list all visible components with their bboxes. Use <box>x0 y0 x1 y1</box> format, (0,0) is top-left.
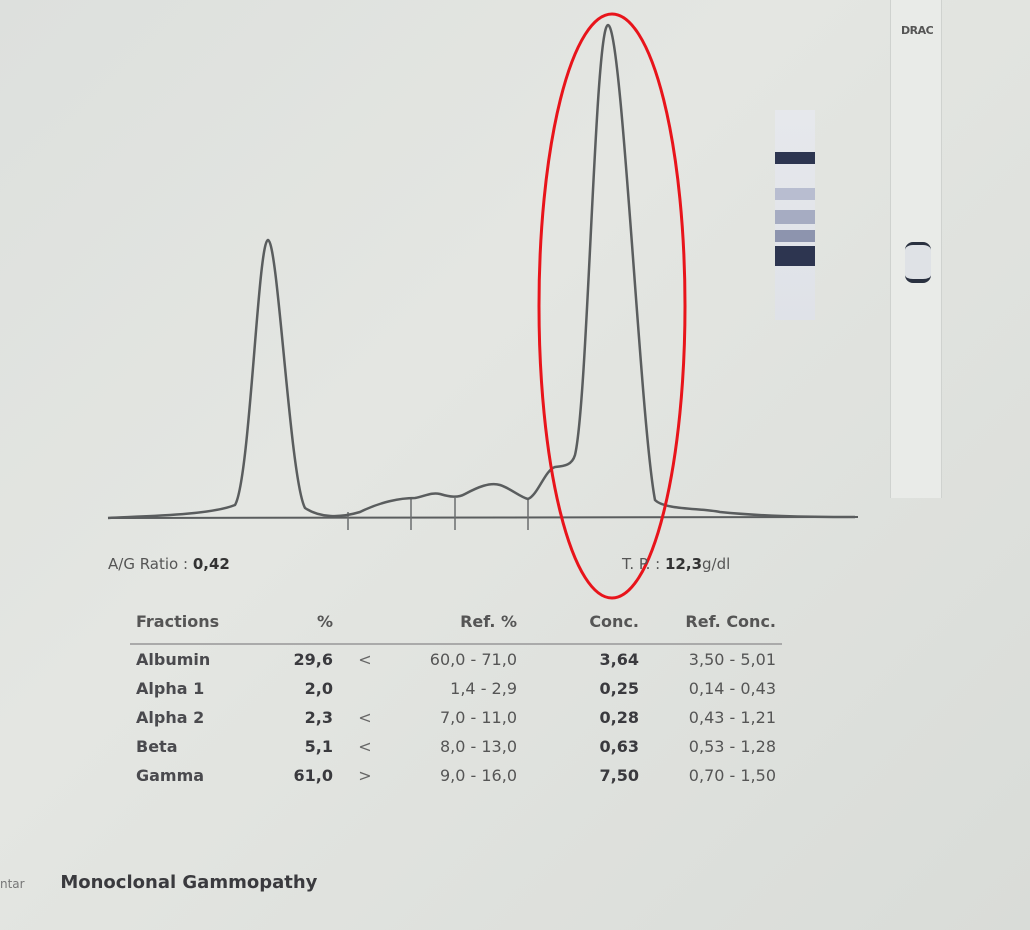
table-row: Beta 5,1 <8,0 - 13,0 0,63 0,53 - 1,28 <box>130 732 782 761</box>
cell-ref: 60,0 - 71,0 <box>429 650 517 669</box>
gel-band-albumin <box>775 152 815 164</box>
cell-refc: 0,14 - 0,43 <box>688 679 776 698</box>
cell-name: Albumin <box>136 650 211 669</box>
comment-label: ntar <box>0 877 25 891</box>
gel-lane <box>775 110 815 320</box>
comment-value: Monoclonal Gammopathy <box>60 872 318 893</box>
column-header: Ref. % <box>391 608 523 645</box>
cell-refc: 3,50 - 5,01 <box>688 650 776 669</box>
cell-conc: 0,28 <box>599 708 639 727</box>
cell-name: Alpha 1 <box>136 679 205 698</box>
cell-refc: 0,53 - 1,28 <box>688 737 776 756</box>
gel-band-alpha2 <box>775 210 815 224</box>
cell-ref: 1,4 - 2,9 <box>450 679 517 698</box>
column-header: % <box>267 608 339 645</box>
gel-band-alpha <box>775 188 815 200</box>
cell-conc: 0,63 <box>599 737 639 756</box>
cell-conc: 0,25 <box>599 679 639 698</box>
cell-name: Gamma <box>136 766 205 785</box>
cell-flag: < <box>358 708 372 727</box>
cell-pct: 61,0 <box>293 766 333 785</box>
tp-unit: g/dl <box>702 555 731 573</box>
cell-pct: 5,1 <box>304 737 333 756</box>
cell-refc: 0,70 - 1,50 <box>688 766 776 785</box>
immunofixation-strip: DRAC <box>890 0 942 498</box>
table-row: Albumin 29,6 <60,0 - 71,0 3,64 3,50 - 5,01 <box>130 644 782 674</box>
cell-pct: 2,3 <box>304 708 333 727</box>
ag-ratio: A/G Ratio : 0,42 <box>108 555 230 573</box>
table-row: Gamma 61,0 >9,0 - 16,0 7,50 0,70 - 1,50 <box>130 761 782 790</box>
gel-band-beta <box>775 230 815 242</box>
cell-ref: 9,0 - 16,0 <box>439 766 517 785</box>
table-row: Alpha 1 2,0 1,4 - 2,9 0,25 0,14 - 0,43 <box>130 674 782 703</box>
densitometry-curve <box>107 23 856 520</box>
column-header: Conc. <box>523 608 645 645</box>
total-protein: T. P. : 12,3g/dl <box>622 555 730 573</box>
column-header: Ref. Conc. <box>645 608 782 645</box>
cell-flag: < <box>358 650 372 669</box>
cell-conc: 7,50 <box>599 766 639 785</box>
cell-conc: 3,64 <box>599 650 639 669</box>
column-header: Fractions <box>130 608 267 645</box>
ag-label: A/G Ratio : <box>108 555 193 573</box>
strip-label: DRAC <box>901 24 934 37</box>
gel-band-gamma <box>775 246 815 266</box>
table-row: Alpha 2 2,3 <7,0 - 11,0 0,28 0,43 - 1,21 <box>130 703 782 732</box>
cell-flag: < <box>358 737 372 756</box>
cell-refc: 0,43 - 1,21 <box>688 708 776 727</box>
ag-value: 0,42 <box>192 555 230 573</box>
cell-name: Alpha 2 <box>136 708 205 727</box>
cell-name: Beta <box>136 737 178 756</box>
fractions-table: Fractions% Ref. % Conc. Ref. Conc. Albumin 2… <box>130 608 782 790</box>
gamma-highlight-ellipse <box>537 12 687 600</box>
column-header <box>339 608 391 645</box>
cell-ref: 8,0 - 13,0 <box>439 737 517 756</box>
baseline-axis <box>107 516 859 519</box>
cell-pct: 29,6 <box>293 650 333 669</box>
comment: ntar Monoclonal Gammopathy <box>0 872 317 893</box>
cell-pct: 2,0 <box>304 679 333 698</box>
tp-value: 12,3 <box>665 555 703 573</box>
monoclonal-band <box>905 242 931 283</box>
cell-flag: > <box>358 766 372 785</box>
tp-label: T. P. : <box>622 555 665 573</box>
cell-ref: 7,0 - 11,0 <box>439 708 517 727</box>
cell-flag <box>339 674 391 703</box>
